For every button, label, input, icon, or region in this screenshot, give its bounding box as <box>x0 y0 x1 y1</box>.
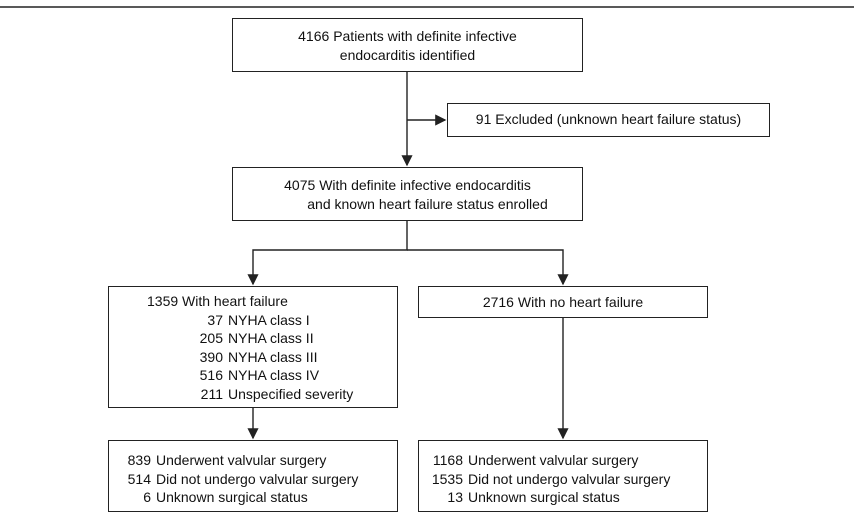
label: Underwent valvular surgery <box>156 452 327 468</box>
count: 13 <box>447 489 463 505</box>
text: Excluded (unknown heart failure status) <box>495 111 742 127</box>
count: 839 <box>127 452 151 468</box>
label: NYHA class II <box>228 330 314 346</box>
surgery-list: 839 Underwent valvular surgery 514 Did not … <box>115 451 397 507</box>
row: 1168 Underwent valvular surgery <box>425 451 707 470</box>
count: 4166 <box>298 28 330 44</box>
severity-list: 37 NYHA class I 205 NYHA class II 390 NYHA cl… <box>147 311 397 404</box>
count: 1535 <box>431 470 463 487</box>
count: 390 <box>199 348 223 365</box>
row: 1535 Did not undergo valvular surgery <box>425 470 707 489</box>
count: 514 <box>127 470 151 487</box>
label: Underwent valvular surgery <box>468 452 639 468</box>
label: NYHA class I <box>228 311 310 328</box>
row: 390 NYHA class III <box>187 348 397 367</box>
surgery-list: 1168 Underwent valvular surgery 1535 Did no… <box>425 451 707 507</box>
label: Unknown surgical status <box>156 489 308 505</box>
count: 6 <box>143 489 151 505</box>
row: 6 Unknown surgical status <box>115 488 397 507</box>
box-no-heart-failure: 2716 With no heart failure <box>418 286 708 318</box>
row: 211 Unspecified severity <box>187 385 397 404</box>
row: 839 Underwent valvular surgery <box>115 451 397 470</box>
count: 1168 <box>432 452 463 468</box>
label: NYHA class IV <box>228 367 320 383</box>
row: 37 NYHA class I <box>187 311 397 330</box>
box-hf-surgery: 839 Underwent valvular surgery 514 Did not … <box>108 440 398 512</box>
box-excluded: 91 Excluded (unknown heart failure statu… <box>447 103 770 137</box>
text: With heart failure <box>182 293 288 309</box>
text: With no heart failure <box>517 294 644 310</box>
text: and known heart failure status enrolled <box>307 196 548 212</box>
row: 205 NYHA class II <box>187 329 397 348</box>
label: Unknown surgical status <box>468 489 620 505</box>
count: 516 <box>199 367 223 383</box>
row: 514 Did not undergo valvular surgery <box>115 470 397 489</box>
label: Did not undergo valvular surgery <box>468 470 671 487</box>
count: 91 <box>475 111 492 127</box>
box-enrolled: 4075 With definite infective endocarditi… <box>232 167 583 221</box>
text: Patients with definite infective <box>333 28 517 44</box>
text: endocarditis identified <box>339 47 476 63</box>
box-nohf-surgery: 1168 Underwent valvular surgery 1535 Did no… <box>418 440 708 512</box>
arrow <box>407 249 569 286</box>
count: 2716 <box>482 294 514 310</box>
count: 205 <box>199 330 223 346</box>
row: 516 NYHA class IV <box>187 366 397 385</box>
text: With definite infective endocarditis <box>319 177 531 193</box>
count: 37 <box>207 311 223 328</box>
label: Did not undergo valvular surgery <box>156 470 359 487</box>
label: Unspecified severity <box>228 385 354 402</box>
count: 1359 <box>147 293 179 309</box>
count: 4075 <box>284 177 316 193</box>
box-heart-failure: 1359 With heart failure 37 NYHA class I 20… <box>108 286 398 408</box>
label: NYHA class III <box>228 348 318 365</box>
row: 13 Unknown surgical status <box>425 488 707 507</box>
arrow <box>247 221 408 286</box>
count: 211 <box>200 385 223 402</box>
box-identified: 4166 Patients with definite infective en… <box>232 18 583 72</box>
